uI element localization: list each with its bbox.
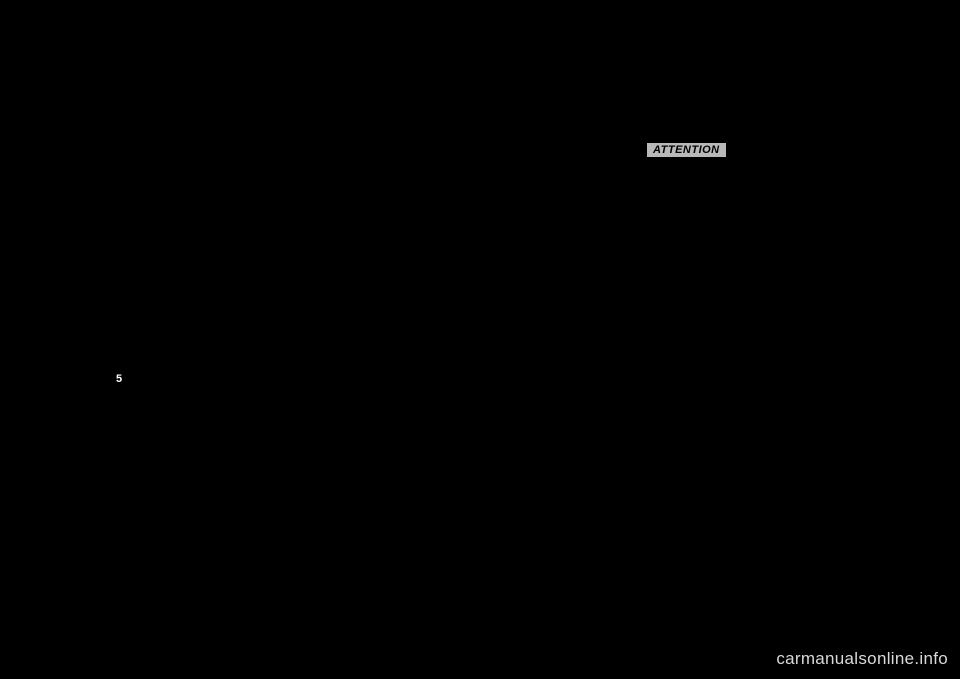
manual-page: 5 ATTENTION Ne dépassez pas le régime mo… bbox=[50, 40, 910, 620]
section-number: 5 bbox=[116, 373, 122, 385]
nb-spacer bbox=[646, 320, 896, 348]
section-number-tab: 5 bbox=[110, 370, 128, 388]
watermark-text: carmanualsonline.info bbox=[776, 649, 948, 669]
attention-rule-top bbox=[646, 159, 896, 160]
attention-body: Ne dépassez pas le régime moteur maximal… bbox=[646, 162, 896, 203]
nb-rule-bottom bbox=[646, 350, 896, 352]
attention-spacer bbox=[646, 203, 896, 263]
nb-label: N.B. bbox=[646, 277, 896, 289]
attention-label: ATTENTION bbox=[646, 142, 727, 158]
attention-rule-bottom bbox=[646, 265, 896, 267]
right-column: ATTENTION Ne dépassez pas le régime mote… bbox=[646, 140, 896, 355]
nb-rule-top bbox=[646, 290, 896, 291]
nb-body: Pendant et après le rodage, le régime du… bbox=[646, 293, 896, 320]
